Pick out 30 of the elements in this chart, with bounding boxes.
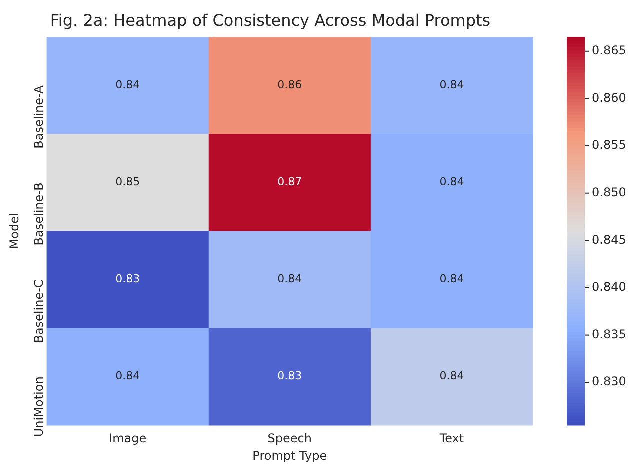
color-bar-label: 0.865 (592, 44, 626, 58)
data-label: 0.84 (440, 272, 464, 286)
data-label: 0.85 (116, 176, 140, 189)
y-tick-label: Baseline-C (32, 280, 46, 344)
data-label: 0.84 (440, 176, 464, 189)
data-label: 0.83 (116, 272, 140, 286)
color-bar-label: 0.850 (592, 185, 626, 200)
data-label: 0.84 (116, 370, 140, 383)
x-tick-label: Text (438, 432, 464, 446)
data-label: 0.83 (278, 370, 302, 383)
color-bar-label: 0.835 (592, 327, 626, 342)
color-bar-label: 0.840 (592, 280, 626, 294)
y-tick-label: Baseline-B (32, 182, 46, 246)
y-tick-label: UniMotion (32, 376, 46, 438)
data-label: 0.84 (440, 370, 464, 383)
y-tick-label: Baseline-A (32, 84, 46, 149)
data-label: 0.86 (278, 78, 302, 92)
data-label: 0.84 (278, 272, 302, 286)
color-bar-label: 0.845 (592, 232, 626, 247)
x-axis-title: Prompt Type (252, 448, 328, 463)
color-bar-label: 0.830 (592, 374, 626, 389)
data-label: 0.87 (278, 176, 302, 189)
y-axis-title: Model (7, 213, 22, 250)
color-bar-label: 0.860 (592, 90, 626, 105)
x-tick-label: Speech (268, 432, 312, 446)
data-label: 0.84 (116, 78, 140, 92)
color-bar-label: 0.855 (592, 138, 626, 152)
chart-title: Fig. 2a: Heatmap of Consistency Across Modal Prompts (50, 10, 491, 30)
x-tick-label: Image (109, 432, 147, 446)
data-label: 0.84 (440, 78, 464, 92)
